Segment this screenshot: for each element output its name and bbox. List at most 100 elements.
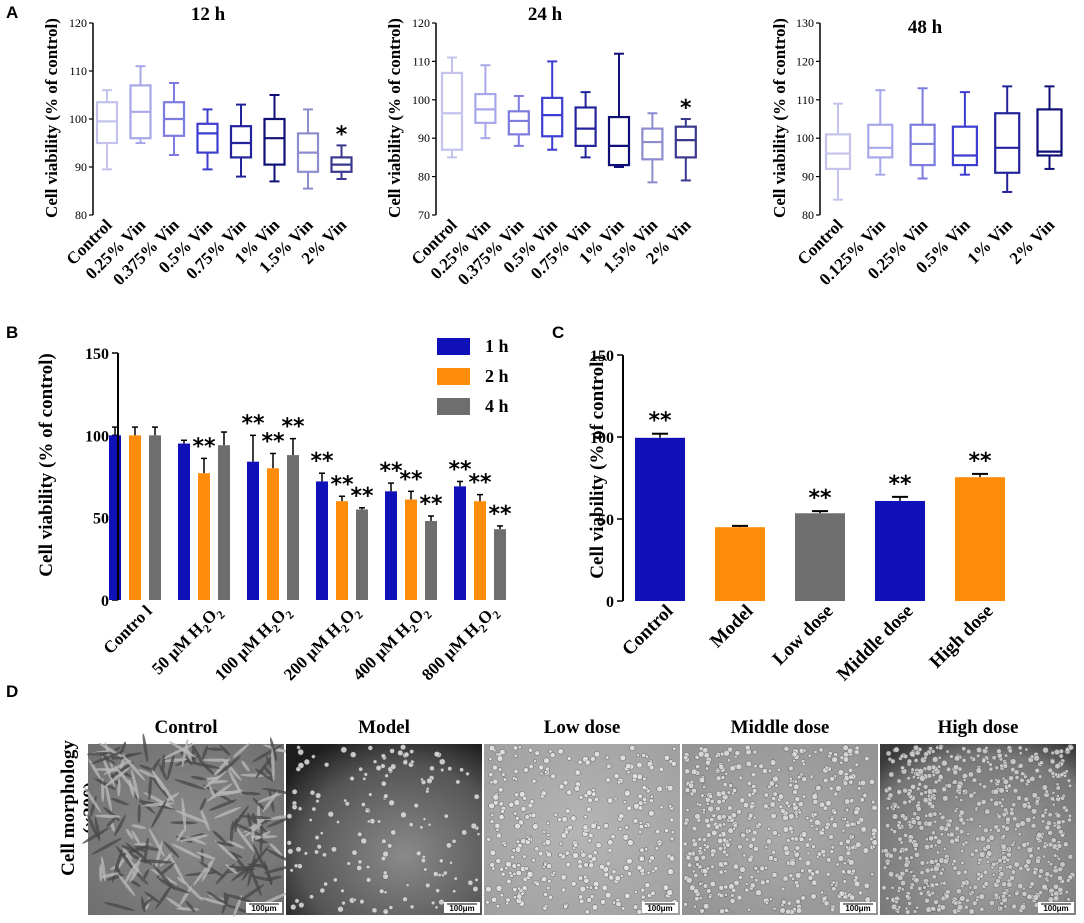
- cell: [828, 786, 834, 792]
- cell: [293, 863, 299, 868]
- cell: [639, 856, 645, 862]
- cell: [637, 829, 643, 834]
- cell: [138, 769, 156, 778]
- x-category-label: High dose: [926, 601, 998, 673]
- cell: [144, 837, 149, 861]
- cell: [800, 895, 806, 901]
- cell: [176, 829, 185, 842]
- cell: [188, 761, 220, 769]
- cell: [476, 832, 481, 837]
- cell: [558, 852, 563, 858]
- label-text: 100 μM H: [211, 619, 276, 684]
- cell: [496, 755, 504, 762]
- cell: [574, 769, 581, 776]
- box-1: [129, 65, 152, 144]
- cell: [577, 863, 583, 870]
- cell: [1038, 868, 1044, 874]
- cell: [543, 892, 548, 897]
- cell: [722, 861, 728, 866]
- cell: [1019, 903, 1027, 911]
- panel-letter-c: C: [552, 323, 564, 342]
- cell: [580, 852, 587, 858]
- cell: [705, 866, 711, 871]
- cell: [850, 845, 856, 850]
- cell: [495, 904, 501, 909]
- cell: [502, 777, 508, 782]
- cell: [148, 828, 165, 857]
- cell: [958, 828, 965, 835]
- y-tick-label: 100: [69, 112, 87, 126]
- cell: [605, 777, 611, 783]
- cell: [744, 881, 749, 886]
- cell: [663, 754, 670, 761]
- cell: [935, 850, 941, 855]
- cell: [1007, 864, 1013, 870]
- cell: [530, 812, 537, 818]
- cell: [1030, 808, 1038, 815]
- box-series: *: [95, 65, 353, 190]
- cell: [859, 797, 865, 803]
- cell: [94, 778, 117, 790]
- cell: [975, 753, 981, 759]
- cell: [699, 908, 705, 914]
- cell: [527, 837, 532, 842]
- cell: [488, 745, 496, 752]
- cell: [993, 800, 1000, 807]
- box-3: [951, 91, 979, 176]
- scale-bar-box: [642, 902, 678, 913]
- cell: [629, 745, 636, 751]
- cell: [179, 834, 209, 842]
- box-iqr: [95, 101, 119, 145]
- cell: [181, 797, 187, 833]
- cell: [955, 888, 962, 895]
- cell: [830, 845, 835, 850]
- cell: [807, 837, 813, 842]
- cell: [626, 770, 631, 775]
- cell: [159, 764, 168, 781]
- cell: [388, 799, 395, 806]
- cell: [927, 811, 934, 818]
- cell: [837, 855, 845, 862]
- cell: [1055, 812, 1062, 819]
- cell: [490, 813, 495, 818]
- cell: [1016, 795, 1022, 801]
- cell: [261, 787, 293, 795]
- cell: [862, 793, 868, 799]
- cell: [667, 868, 674, 875]
- cell: [684, 768, 691, 775]
- cell: [327, 811, 334, 818]
- y-tick-label: 150: [85, 346, 109, 363]
- cell: [563, 829, 569, 835]
- cell: [659, 805, 664, 810]
- cell: [100, 872, 122, 878]
- cell: [794, 812, 799, 817]
- cell: [351, 849, 358, 856]
- cell: [1024, 747, 1029, 752]
- cell: [988, 834, 995, 841]
- cell: [591, 904, 599, 911]
- cell: [845, 808, 850, 813]
- cell: [606, 763, 612, 769]
- cell: [907, 900, 913, 906]
- cell: [595, 842, 602, 849]
- box-iqr: [196, 122, 219, 154]
- cell: [593, 751, 601, 758]
- cell: [870, 872, 875, 877]
- cell: [1050, 750, 1055, 756]
- cell: [1026, 804, 1032, 810]
- cell: [888, 771, 895, 778]
- cell: [991, 755, 997, 761]
- cell: [443, 813, 449, 819]
- cell: [864, 896, 871, 903]
- cell: [545, 885, 551, 891]
- cell: [149, 773, 169, 798]
- cell: [705, 822, 712, 829]
- cell: [199, 797, 207, 811]
- cell: [841, 869, 846, 875]
- cell: [356, 865, 363, 871]
- cell: [633, 889, 638, 894]
- cell: [833, 752, 839, 757]
- cell: [587, 853, 593, 859]
- legend-label: 4 h: [485, 396, 509, 416]
